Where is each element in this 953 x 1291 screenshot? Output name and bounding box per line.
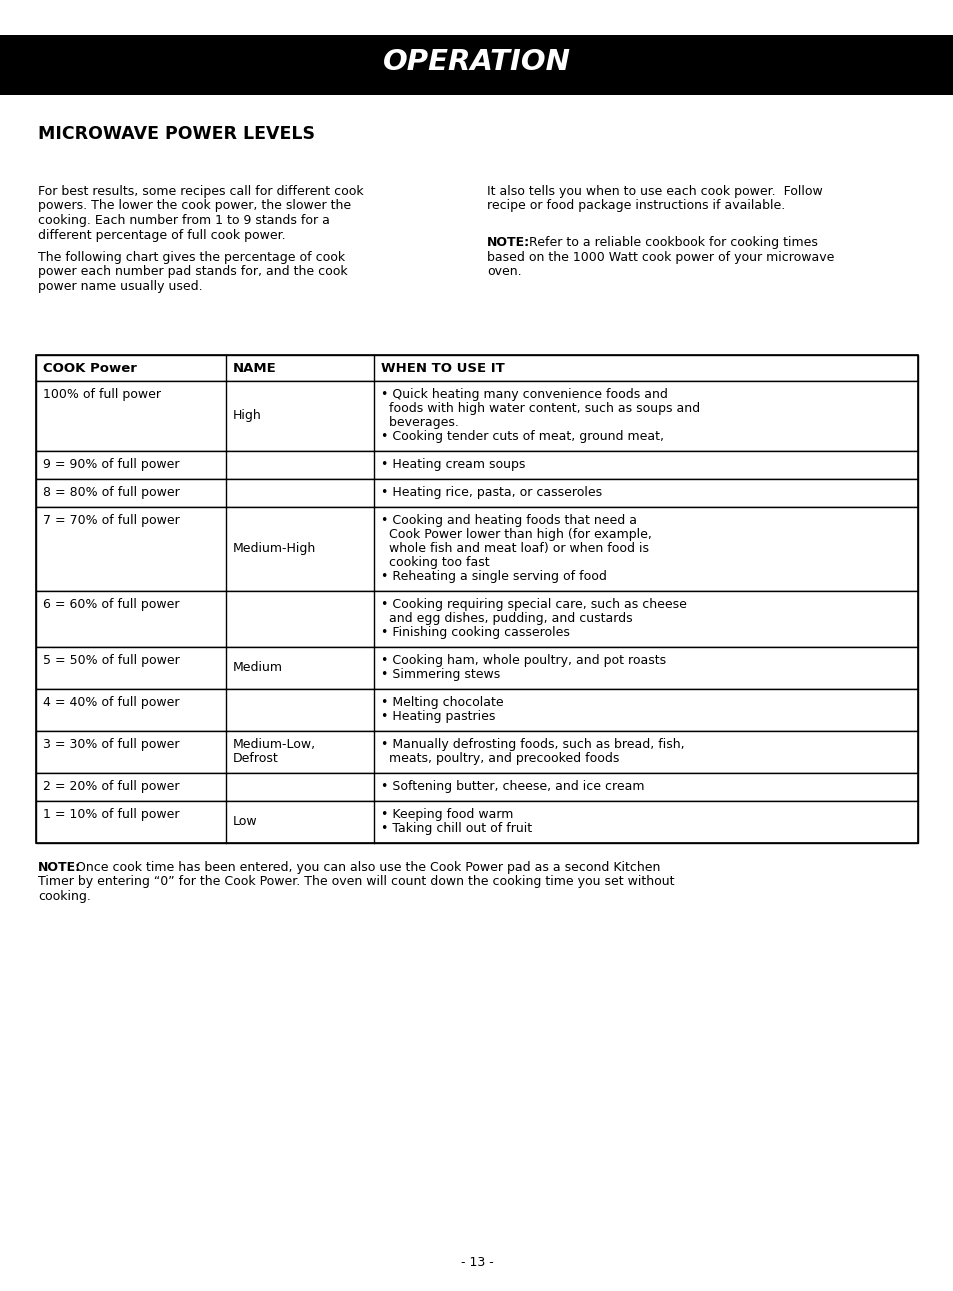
Text: Medium: Medium [233, 661, 283, 674]
Text: OPERATION: OPERATION [382, 48, 571, 76]
Text: powers. The lower the cook power, the slower the: powers. The lower the cook power, the sl… [38, 200, 351, 213]
Text: 9 = 90% of full power: 9 = 90% of full power [43, 458, 179, 471]
Text: Cook Power lower than high (for example,: Cook Power lower than high (for example, [380, 528, 651, 541]
Text: and egg dishes, pudding, and custards: and egg dishes, pudding, and custards [380, 612, 632, 625]
Text: NOTE:: NOTE: [486, 236, 530, 249]
Text: 7 = 70% of full power: 7 = 70% of full power [43, 514, 179, 527]
Text: WHEN TO USE IT: WHEN TO USE IT [380, 361, 504, 374]
Text: • Simmering stews: • Simmering stews [380, 667, 499, 680]
Text: NAME: NAME [233, 361, 276, 374]
Bar [36, 800, 917, 843]
Text: beverages.: beverages. [380, 416, 458, 429]
Bar [36, 507, 917, 591]
Text: • Reheating a single serving of food: • Reheating a single serving of food [380, 571, 606, 584]
Text: • Cooking and heating foods that need a: • Cooking and heating foods that need a [380, 514, 637, 527]
Text: NOTE:: NOTE: [38, 861, 81, 874]
Text: • Manually defrosting foods, such as bread, fish,: • Manually defrosting foods, such as bre… [380, 738, 684, 751]
Text: 5 = 50% of full power: 5 = 50% of full power [43, 655, 179, 667]
Text: Medium-High: Medium-High [233, 542, 315, 555]
Text: The following chart gives the percentage of cook: The following chart gives the percentage… [38, 250, 345, 263]
Text: power name usually used.: power name usually used. [38, 280, 202, 293]
Text: • Cooking tender cuts of meat, ground meat,: • Cooking tender cuts of meat, ground me… [380, 430, 663, 443]
Text: recipe or food package instructions if available.: recipe or food package instructions if a… [486, 200, 784, 213]
Bar [0, 35, 953, 96]
Text: COOK Power: COOK Power [43, 361, 136, 374]
Bar [36, 689, 917, 731]
Text: cooking.: cooking. [38, 889, 91, 902]
Text: cooking too fast: cooking too fast [380, 556, 489, 569]
Text: foods with high water content, such as soups and: foods with high water content, such as s… [380, 402, 700, 414]
Text: 6 = 60% of full power: 6 = 60% of full power [43, 598, 179, 611]
Text: 1 = 10% of full power: 1 = 10% of full power [43, 808, 179, 821]
Bar [36, 451, 917, 479]
Text: oven.: oven. [486, 265, 521, 278]
Text: Refer to a reliable cookbook for cooking times: Refer to a reliable cookbook for cooking… [524, 236, 817, 249]
Text: meats, poultry, and precooked foods: meats, poultry, and precooked foods [380, 751, 618, 766]
Bar [36, 731, 917, 773]
Text: • Softening butter, cheese, and ice cream: • Softening butter, cheese, and ice crea… [380, 780, 644, 793]
Bar [36, 355, 917, 381]
Text: • Heating cream soups: • Heating cream soups [380, 458, 525, 471]
Text: • Cooking requiring special care, such as cheese: • Cooking requiring special care, such a… [380, 598, 686, 611]
Text: • Heating pastries: • Heating pastries [380, 710, 495, 723]
Bar [36, 355, 917, 843]
Text: 3 = 30% of full power: 3 = 30% of full power [43, 738, 179, 751]
Text: Timer by entering “0” for the Cook Power. The oven will count down the cooking t: Timer by entering “0” for the Cook Power… [38, 875, 674, 888]
Bar [36, 381, 917, 451]
Text: Defrost: Defrost [233, 751, 278, 766]
Text: It also tells you when to use each cook power.  Follow: It also tells you when to use each cook … [486, 185, 821, 198]
Text: • Cooking ham, whole poultry, and pot roasts: • Cooking ham, whole poultry, and pot ro… [380, 655, 665, 667]
Text: whole fish and meat loaf) or when food is: whole fish and meat loaf) or when food i… [380, 542, 648, 555]
Text: Low: Low [233, 815, 257, 828]
Text: • Quick heating many convenience foods and: • Quick heating many convenience foods a… [380, 389, 667, 402]
Text: • Melting chocolate: • Melting chocolate [380, 696, 503, 709]
Text: different percentage of full cook power.: different percentage of full cook power. [38, 229, 285, 241]
Text: 8 = 80% of full power: 8 = 80% of full power [43, 485, 179, 500]
Bar [36, 773, 917, 800]
Text: • Finishing cooking casseroles: • Finishing cooking casseroles [380, 626, 569, 639]
Text: based on the 1000 Watt cook power of your microwave: based on the 1000 Watt cook power of you… [486, 250, 834, 263]
Bar [36, 479, 917, 507]
Text: • Heating rice, pasta, or casseroles: • Heating rice, pasta, or casseroles [380, 485, 601, 500]
Text: - 13 -: - 13 - [460, 1256, 493, 1269]
Text: MICROWAVE POWER LEVELS: MICROWAVE POWER LEVELS [38, 125, 314, 143]
Text: power each number pad stands for, and the cook: power each number pad stands for, and th… [38, 266, 347, 279]
Bar [36, 591, 917, 647]
Text: 100% of full power: 100% of full power [43, 389, 161, 402]
Text: For best results, some recipes call for different cook: For best results, some recipes call for … [38, 185, 363, 198]
Text: cooking. Each number from 1 to 9 stands for a: cooking. Each number from 1 to 9 stands … [38, 214, 330, 227]
Text: 2 = 20% of full power: 2 = 20% of full power [43, 780, 179, 793]
Text: • Taking chill out of fruit: • Taking chill out of fruit [380, 822, 532, 835]
Bar [36, 647, 917, 689]
Text: • Keeping food warm: • Keeping food warm [380, 808, 513, 821]
Text: Once cook time has been entered, you can also use the Cook Power pad as a second: Once cook time has been entered, you can… [71, 861, 659, 874]
Text: 4 = 40% of full power: 4 = 40% of full power [43, 696, 179, 709]
Text: Medium-Low,: Medium-Low, [233, 738, 315, 751]
Text: High: High [233, 409, 261, 422]
